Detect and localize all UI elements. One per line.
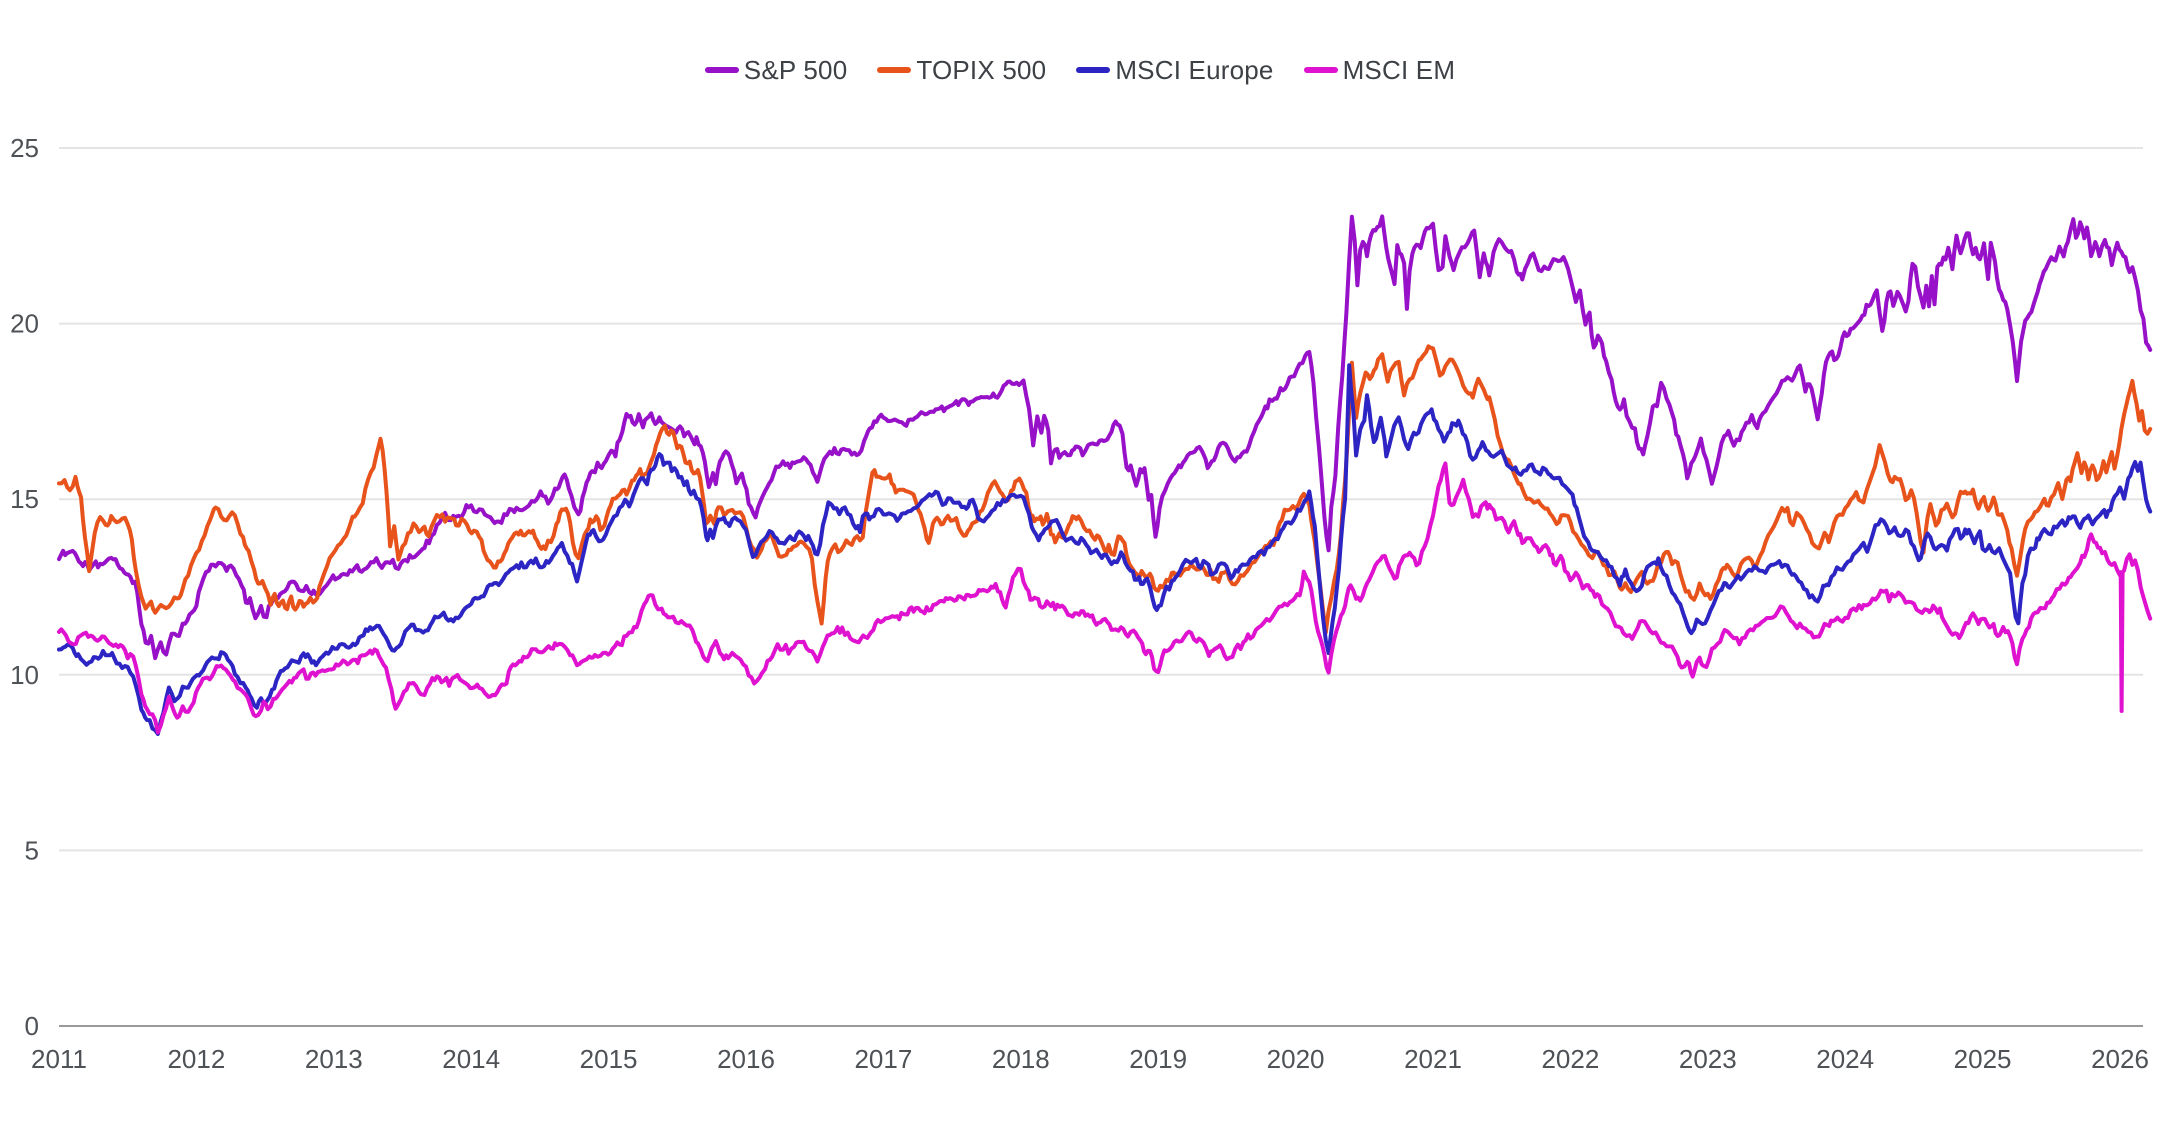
legend-label-sp500: S&P 500: [743, 55, 848, 85]
legend-item-sp500[interactable]: S&P 500: [704, 55, 848, 85]
x-tick-label-2011: 2011: [31, 1044, 87, 1074]
x-tick-label-2013: 2013: [305, 1044, 363, 1074]
legend-item-topix500[interactable]: TOPIX 500: [877, 55, 1046, 85]
series-line-msci-em: [57, 461, 2153, 735]
y-tick-label-15: 15: [10, 484, 39, 514]
y-tick-label-5: 5: [25, 835, 39, 865]
x-tick-label-2020: 2020: [1267, 1044, 1325, 1074]
series-line-s-p-500: [57, 214, 2153, 661]
y-tick-label-0: 0: [25, 1011, 39, 1041]
x-tick-label-2022: 2022: [1541, 1044, 1599, 1074]
x-tick-label-2015: 2015: [580, 1044, 638, 1074]
y-tick-label-20: 20: [10, 309, 39, 339]
x-tick-label-2024: 2024: [1816, 1044, 1874, 1074]
x-tick-label-2014: 2014: [442, 1044, 500, 1074]
topix500-line-swatch-icon: [877, 67, 912, 73]
sp500-line-swatch-icon: [704, 67, 739, 73]
chart-legend: S&P 500 TOPIX 500 MSCI Europe MSCI EM: [0, 55, 2160, 85]
x-tick-label-2017: 2017: [854, 1044, 912, 1074]
x-tick-label-2026: 2026: [2091, 1044, 2149, 1074]
series-line-topix-500: [57, 344, 2153, 635]
x-tick-label-2025: 2025: [1954, 1044, 2012, 1074]
series-line-msci-europe: [57, 363, 2153, 736]
x-tick-label-2018: 2018: [992, 1044, 1050, 1074]
msci-europe-line-swatch-icon: [1076, 67, 1111, 73]
legend-item-msci-europe[interactable]: MSCI Europe: [1076, 55, 1273, 85]
msci-em-line-swatch-icon: [1303, 67, 1338, 73]
x-tick-label-2021: 2021: [1404, 1044, 1462, 1074]
legend-label-msci-europe: MSCI Europe: [1115, 55, 1274, 85]
y-tick-label-10: 10: [10, 660, 39, 690]
x-tick-label-2023: 2023: [1679, 1044, 1737, 1074]
legend-label-topix500: TOPIX 500: [916, 55, 1047, 85]
legend-label-msci-em: MSCI EM: [1342, 55, 1456, 85]
x-tick-label-2012: 2012: [167, 1044, 225, 1074]
x-tick-label-2019: 2019: [1129, 1044, 1187, 1074]
y-tick-label-25: 25: [10, 133, 39, 163]
legend-item-msci-em[interactable]: MSCI EM: [1303, 55, 1456, 85]
x-tick-label-2016: 2016: [717, 1044, 775, 1074]
